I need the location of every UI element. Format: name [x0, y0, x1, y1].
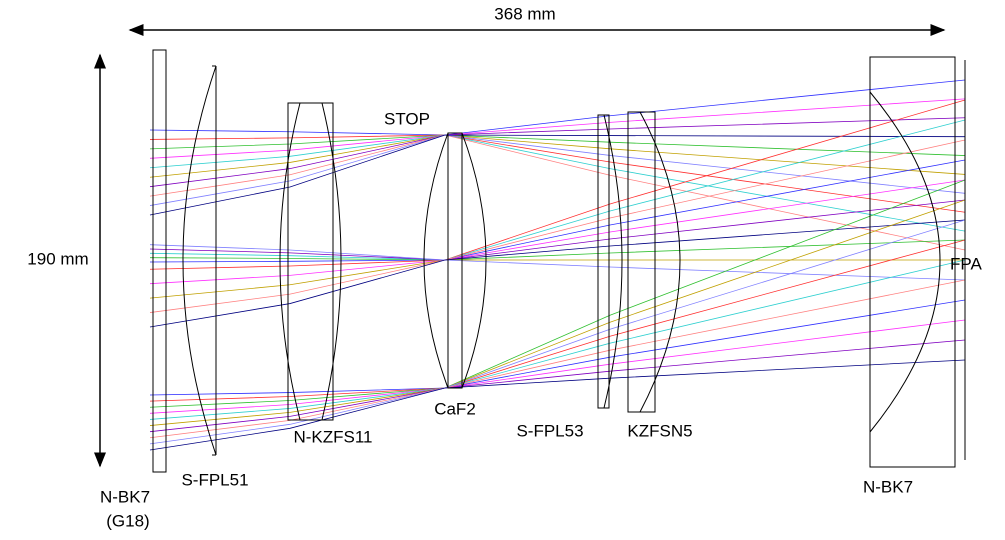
ray: [149, 199, 966, 426]
lens: [423, 132, 487, 389]
element-label: N-KZFS11: [293, 427, 372, 446]
height-label: 190 mm: [27, 249, 88, 268]
ray: [149, 219, 966, 445]
element-label: S-FPL53: [516, 421, 583, 440]
stop-label: STOP: [384, 109, 430, 128]
element-label: CaF2: [434, 399, 476, 418]
ray-bundle: [149, 79, 966, 451]
lens: [869, 56, 956, 468]
lens: [627, 111, 681, 413]
ray: [149, 159, 966, 263]
ray: [149, 119, 966, 261]
element-label: S-FPL51: [181, 470, 248, 489]
ray: [149, 134, 966, 251]
lens: [182, 65, 217, 456]
ray: [149, 239, 966, 261]
fpa-label: FPA: [950, 254, 982, 273]
ray: [149, 179, 966, 285]
element-label: KZFSN5: [627, 421, 692, 440]
ray: [149, 134, 966, 213]
window-plate: [152, 49, 167, 473]
ray: [149, 179, 966, 408]
ray: [149, 244, 966, 281]
ray: [149, 339, 966, 433]
ray: [149, 199, 966, 261]
ray: [149, 259, 966, 420]
ray: [149, 117, 966, 188]
element-label: N-BK7: [100, 487, 150, 506]
ray: [149, 99, 966, 270]
lens: [279, 102, 342, 421]
element-sublabel: (G18): [106, 511, 149, 530]
element-label: N-BK7: [863, 477, 913, 496]
ray: [149, 219, 966, 328]
ray: [149, 98, 966, 159]
length-label: 368 mm: [494, 4, 555, 23]
ray: [149, 259, 965, 299]
ray: [149, 134, 966, 232]
lens: [597, 114, 623, 409]
ray: [149, 359, 966, 451]
ray: [149, 134, 966, 216]
